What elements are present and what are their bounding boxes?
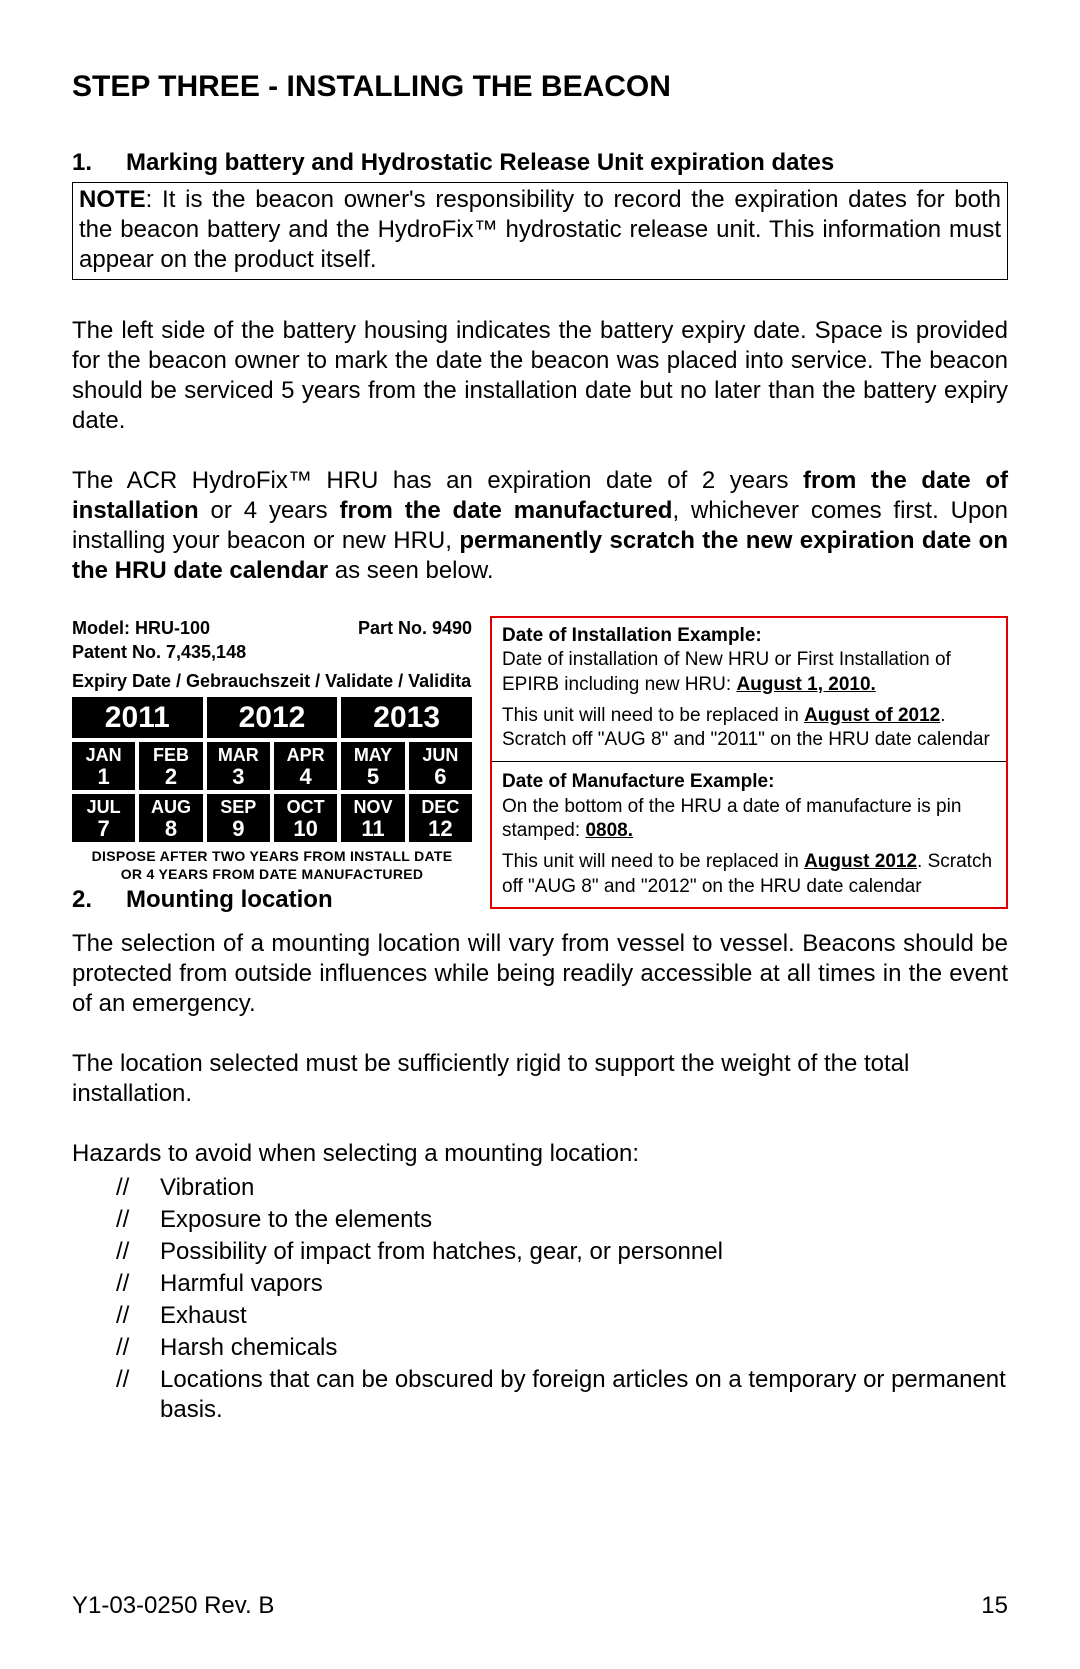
part-label: Part No. 9490 [358, 616, 472, 640]
hazard-marker: // [116, 1269, 160, 1299]
install-date: August 1, 2010. [736, 674, 875, 695]
month-cell: MAY5 [341, 742, 404, 790]
hazard-item: //Harsh chemicals [116, 1333, 1008, 1363]
mfg-example-title: Date of Manufacture Example: [502, 770, 996, 795]
install-text1: Date of installation of New HRU or First… [502, 648, 996, 697]
calendar-section: Model: HRU-100 Part No. 9490 Patent No. … [72, 616, 1008, 910]
hazard-item: //Vibration [116, 1173, 1008, 1203]
mt1a: On the bottom of the HRU a date of manuf… [502, 796, 961, 842]
model-label: Model: HRU-100 [72, 616, 210, 640]
example-divider [492, 761, 1006, 762]
patent-label: Patent No. 7,435,148 [72, 640, 472, 664]
it2a: This unit will need to be replaced in [502, 705, 804, 726]
note-text: : It is the beacon owner's responsibilit… [79, 186, 1001, 273]
hazard-marker: // [116, 1333, 160, 1363]
footer: Y1-03-0250 Rev. B 15 [72, 1591, 1008, 1621]
hazard-marker: // [116, 1237, 160, 1267]
month-cell: DEC12 [409, 794, 472, 842]
hazard-text: Possibility of impact from hatches, gear… [160, 1237, 1008, 1267]
p2g: as seen below. [328, 557, 493, 584]
month-cell: OCT10 [274, 794, 337, 842]
month-cell: MAR3 [207, 742, 270, 790]
mfg-text1: On the bottom of the HRU a date of manuf… [502, 795, 996, 844]
calendar-header: Model: HRU-100 Part No. 9490 Patent No. … [72, 616, 472, 665]
mt2a: This unit will need to be replaced in [502, 851, 804, 872]
month-cell: SEP9 [207, 794, 270, 842]
section2-para1: The selection of a mounting location wil… [72, 929, 1008, 1019]
section2-para2: The location selected must be sufficient… [72, 1049, 1008, 1109]
month-cell: JAN1 [72, 742, 135, 790]
section1-para2: The ACR HydroFix™ HRU has an expiration … [72, 466, 1008, 586]
year-cell: 2012 [207, 697, 338, 739]
dispose-text: DISPOSE AFTER TWO YEARS FROM INSTALL DAT… [72, 848, 472, 883]
section-1-title: Marking battery and Hydrostatic Release … [126, 149, 834, 176]
hazard-text: Locations that can be obscured by foreig… [160, 1365, 1008, 1425]
step-title: STEP THREE - INSTALLING THE BEACON [72, 68, 1008, 106]
hazard-text: Exhaust [160, 1301, 1008, 1331]
month-cell: FEB2 [139, 742, 202, 790]
hazard-text: Vibration [160, 1173, 1008, 1203]
year-cell: 2013 [341, 697, 472, 739]
hazard-list: //Vibration//Exposure to the elements//P… [72, 1173, 1008, 1425]
p2c: or 4 years [199, 497, 340, 524]
hazard-text: Harsh chemicals [160, 1333, 1008, 1363]
hazard-marker: // [116, 1365, 160, 1425]
mt2b: August 2012 [804, 851, 917, 872]
section-2-num: 2. [72, 885, 126, 915]
it1: Date of installation of New HRU or First… [502, 649, 951, 695]
hazard-item: //Exhaust [116, 1301, 1008, 1331]
footer-page: 15 [981, 1591, 1008, 1621]
month-cell: JUL7 [72, 794, 135, 842]
section-2-title: Mounting location [126, 886, 333, 913]
hazard-item: //Harmful vapors [116, 1269, 1008, 1299]
p2a: The ACR HydroFix™ HRU has an expiration … [72, 467, 803, 494]
hazard-item: //Locations that can be obscured by fore… [116, 1365, 1008, 1425]
month-cell: JUN6 [409, 742, 472, 790]
note-label: NOTE [79, 186, 146, 213]
year-row: 201120122013 [72, 697, 472, 739]
mfg-text2: This unit will need to be replaced in Au… [502, 850, 996, 899]
install-text2: This unit will need to be replaced in Au… [502, 704, 996, 753]
year-cell: 2011 [72, 697, 203, 739]
section-1-heading: 1.Marking battery and Hydrostatic Releas… [72, 148, 1008, 178]
hazard-marker: // [116, 1301, 160, 1331]
month-cell: AUG8 [139, 794, 202, 842]
hazard-intro: Hazards to avoid when selecting a mounti… [72, 1139, 1008, 1169]
dispose1: DISPOSE AFTER TWO YEARS FROM INSTALL DAT… [72, 848, 472, 866]
note-box: NOTE: It is the beacon owner's responsib… [72, 182, 1008, 280]
hazard-item: //Exposure to the elements [116, 1205, 1008, 1235]
section-1-num: 1. [72, 148, 126, 178]
it2b: August of 2012 [804, 705, 940, 726]
mt1b: 0808. [585, 820, 633, 841]
hazard-marker: // [116, 1205, 160, 1235]
hazard-item: //Possibility of impact from hatches, ge… [116, 1237, 1008, 1267]
expiry-line: Expiry Date / Gebrauchszeit / Validate /… [72, 670, 472, 693]
dispose2: OR 4 YEARS FROM DATE MANUFACTURED [72, 866, 472, 884]
month-cell: NOV11 [341, 794, 404, 842]
example-box: Date of Installation Example: Date of in… [490, 616, 1008, 910]
hazard-text: Harmful vapors [160, 1269, 1008, 1299]
hazard-text: Exposure to the elements [160, 1205, 1008, 1235]
install-example-title: Date of Installation Example: [502, 624, 996, 649]
section1-para1: The left side of the battery housing ind… [72, 316, 1008, 436]
month-cell: APR4 [274, 742, 337, 790]
month-grid: JAN1FEB2MAR3APR4MAY5JUN6 JUL7AUG8SEP9OCT1… [72, 742, 472, 842]
calendar-left: Model: HRU-100 Part No. 9490 Patent No. … [72, 616, 472, 910]
hazard-marker: // [116, 1173, 160, 1203]
footer-doc: Y1-03-0250 Rev. B [72, 1591, 274, 1621]
p2d: from the date manufactured [340, 497, 673, 524]
